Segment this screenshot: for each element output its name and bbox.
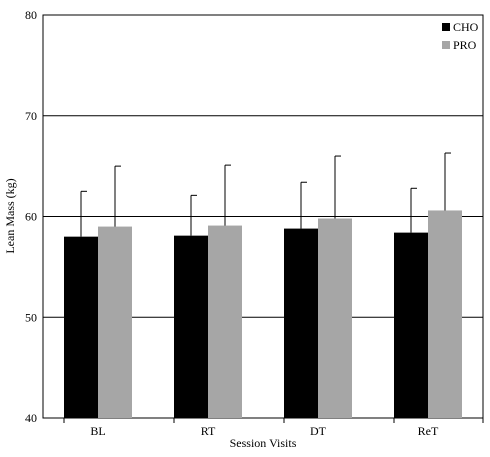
bar-pro-dt: [318, 218, 352, 418]
bar-cho-bl: [64, 236, 98, 418]
y-axis-label: Lean Mass (kg): [3, 178, 17, 253]
legend-swatch-pro: [442, 41, 450, 49]
legend-swatch-cho: [442, 23, 450, 31]
bar-cho-rt: [174, 235, 208, 418]
x-tick-label-bl: BL: [90, 424, 105, 438]
y-tick-label-50: 50: [25, 310, 37, 324]
y-tick-label-40: 40: [25, 411, 37, 425]
bar-pro-rt: [208, 225, 242, 418]
legend: CHO PRO: [442, 20, 479, 52]
legend-label-pro: PRO: [453, 38, 477, 52]
bar-series: [64, 210, 462, 418]
y-axis-ticks: 40 50 60 70 80: [25, 8, 37, 425]
x-tick-label-rt: RT: [201, 424, 216, 438]
x-axis-ticks: BL RT DT ReT: [63, 418, 484, 438]
bar-cho-dt: [284, 228, 318, 418]
bar-pro-ret: [428, 210, 462, 418]
y-tick-label-60: 60: [25, 210, 37, 224]
x-axis-label: Session Visits: [230, 436, 297, 450]
error-bars: [80, 152, 451, 237]
x-tick-label-ret: ReT: [418, 424, 439, 438]
y-tick-label-70: 70: [25, 109, 37, 123]
y-tick-label-80: 80: [25, 8, 37, 22]
bar-cho-ret: [394, 232, 428, 418]
bar-pro-bl: [98, 226, 132, 418]
x-tick-label-dt: DT: [310, 424, 327, 438]
legend-label-cho: CHO: [453, 20, 479, 34]
